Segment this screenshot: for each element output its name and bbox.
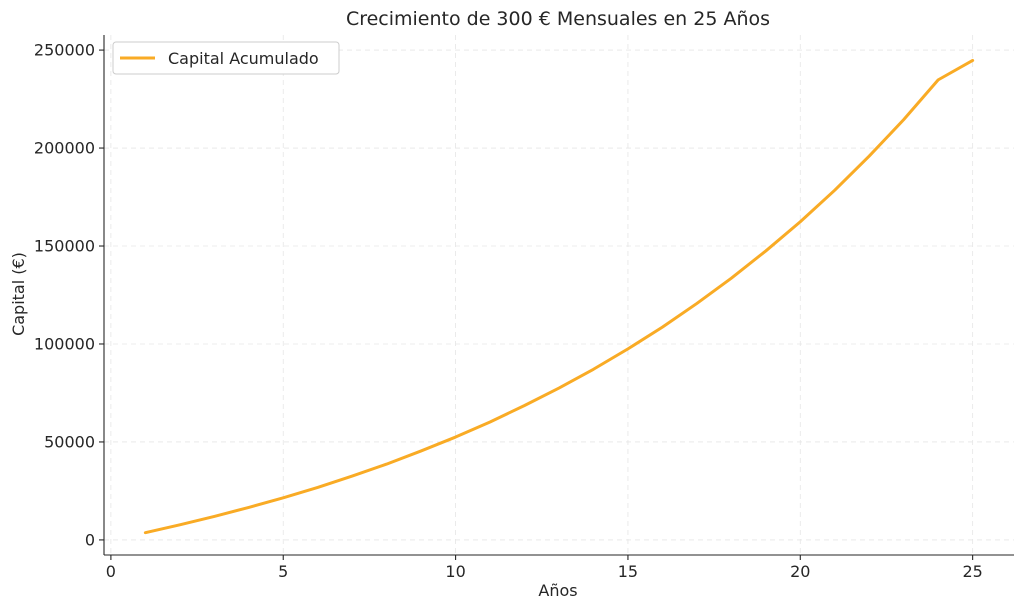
y-tick-label-4: 200000 xyxy=(34,139,95,158)
series-layer xyxy=(143,58,975,535)
legend: Capital Acumulado xyxy=(112,41,340,75)
legend-label: Capital Acumulado xyxy=(168,49,319,68)
x-tick-label-5: 25 xyxy=(962,562,982,581)
y-tick-label-0: 0 xyxy=(85,530,95,549)
y-axis-title: Capital (€) xyxy=(9,252,28,336)
legend-box xyxy=(112,41,340,75)
grid xyxy=(104,35,1014,555)
y-tick-label-1: 50000 xyxy=(44,432,95,451)
x-tick-label-4: 20 xyxy=(790,562,810,581)
x-tick-label-1: 5 xyxy=(278,562,288,581)
x-tick-label-2: 10 xyxy=(445,562,465,581)
x-tick-label-3: 15 xyxy=(618,562,638,581)
y-tick-label-3: 150000 xyxy=(34,237,95,256)
axes: 0 5 10 15 20 25 0 50000 100000 150000 200000 250000 xyxy=(34,35,1014,581)
y-tick-label-2: 100000 xyxy=(34,334,95,353)
y-tick-label-5: 250000 xyxy=(34,41,95,60)
x-tick-label-0: 0 xyxy=(106,562,116,581)
x-axis-title: Años xyxy=(538,581,577,600)
series-line-capital-acumulado xyxy=(143,58,975,535)
chart-title: Crecimiento de 300 € Mensuales en 25 Año… xyxy=(346,8,770,30)
